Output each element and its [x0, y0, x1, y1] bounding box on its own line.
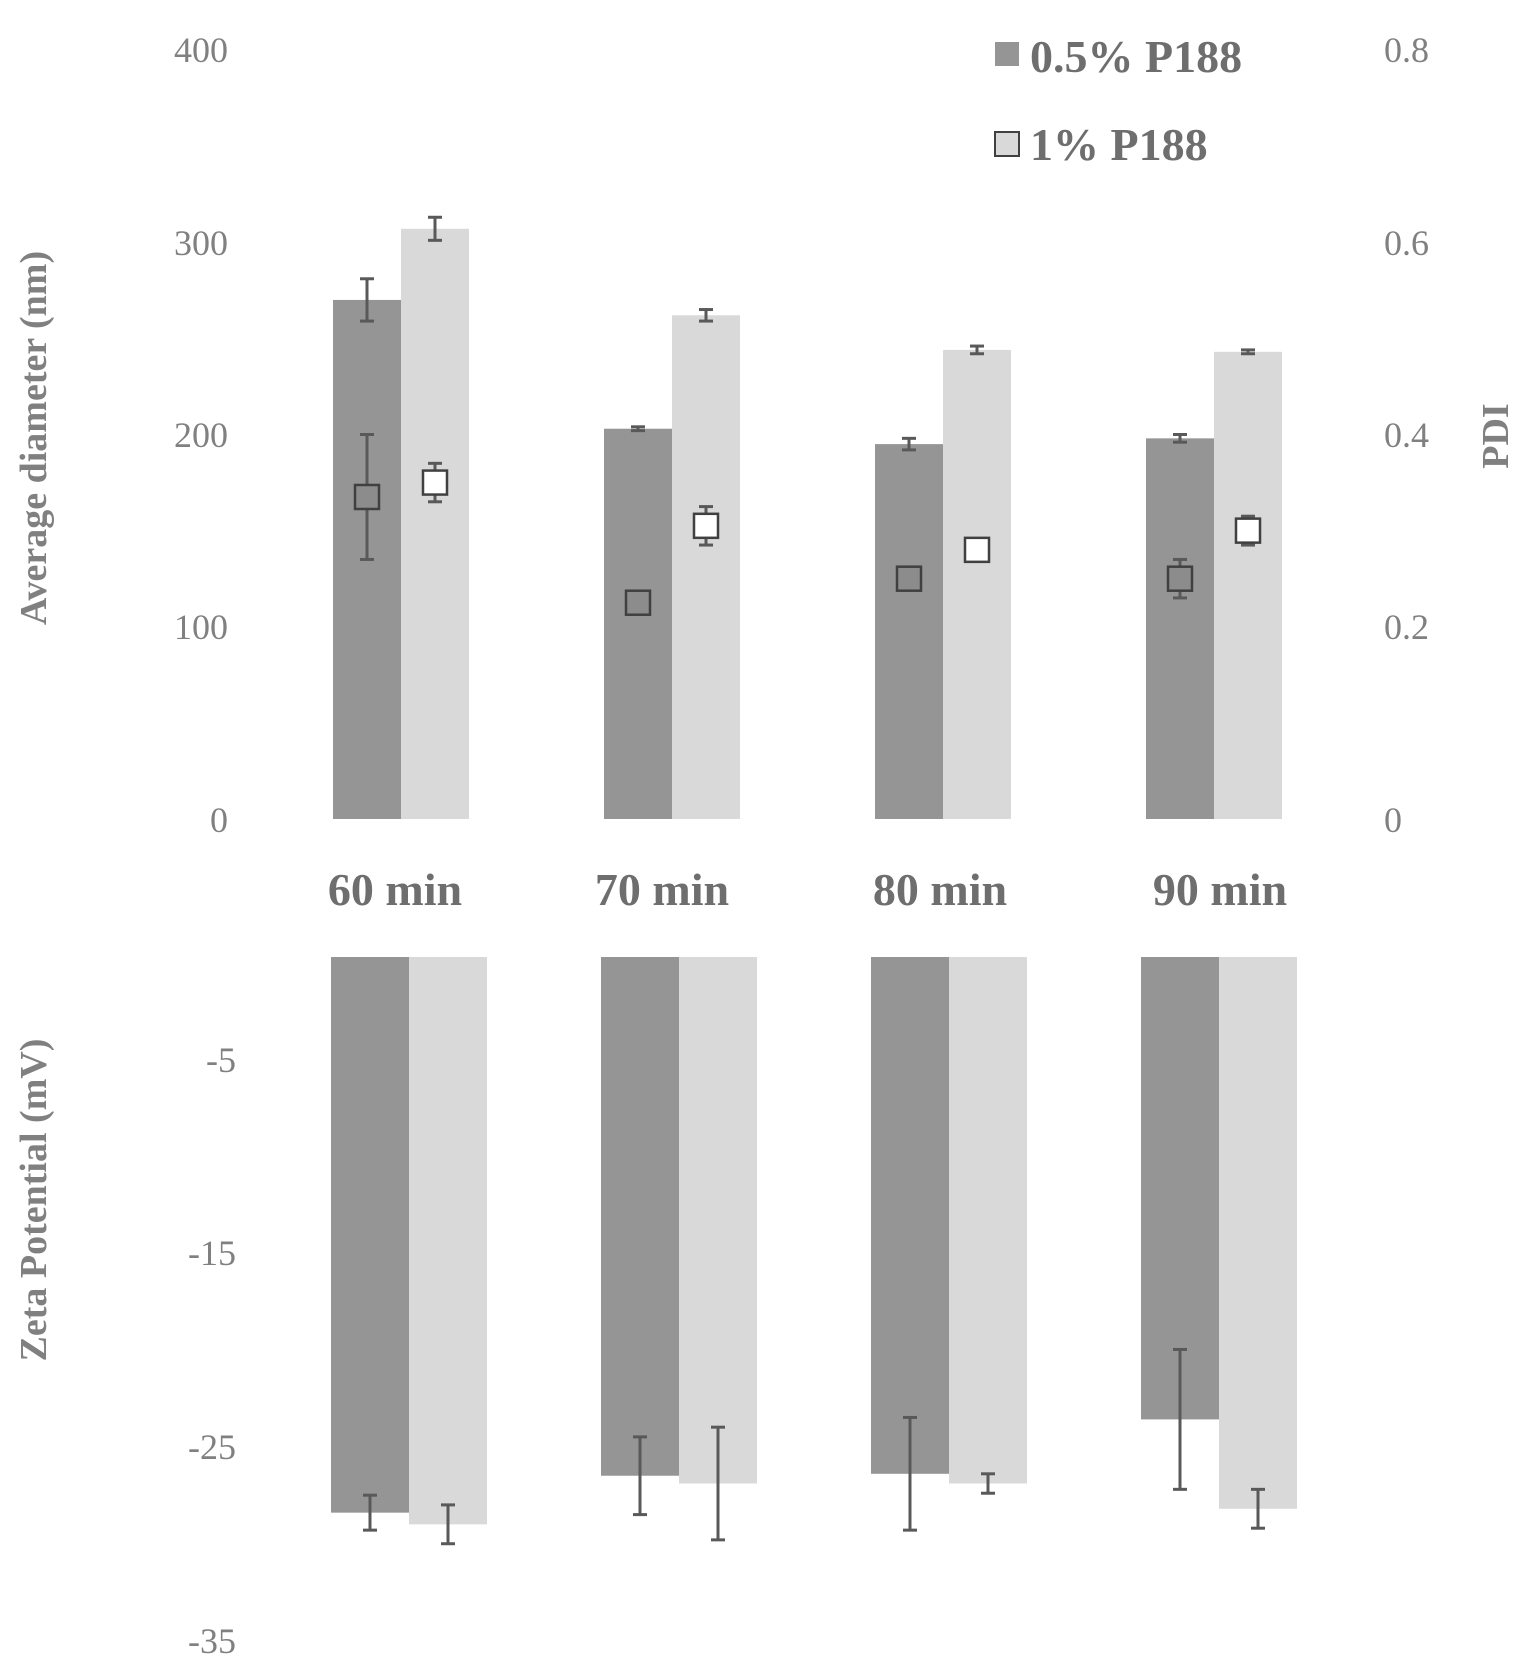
pdi-marker: [421, 469, 449, 496]
legend-label: 1% P188: [1030, 119, 1208, 170]
pdi-marker: [895, 565, 923, 592]
bar-zeta: [601, 957, 679, 1476]
category-label: 80 min: [873, 864, 1007, 915]
top-panel-pdi-markers: [353, 433, 1262, 616]
category-label: 60 min: [328, 864, 462, 915]
bar-diameter: [875, 444, 943, 819]
y2-tick-label: 0.6: [1384, 223, 1429, 263]
bar-diameter: [943, 349, 1011, 819]
zeta-tick-label: -35: [188, 1621, 236, 1661]
legend-swatch-dark: [995, 42, 1019, 66]
bar-diameter: [1146, 438, 1214, 819]
bar-diameter: [1214, 351, 1282, 819]
bar-zeta: [949, 957, 1027, 1484]
y2-axis-title: PDI: [1475, 403, 1517, 468]
y-axis-title: Average diameter (nm): [13, 251, 55, 625]
bottom-panel-bars: [331, 957, 1297, 1546]
category-label: 90 min: [1153, 864, 1287, 915]
pdi-marker: [353, 483, 381, 511]
y-tick-label: 0: [210, 800, 228, 840]
y2-tick-label: 0.8: [1384, 30, 1429, 70]
pdi-marker: [1234, 517, 1262, 544]
bar-zeta: [331, 957, 409, 1513]
legend-label: 0.5% P188: [1030, 31, 1242, 82]
bar-zeta: [1141, 957, 1219, 1420]
bar-zeta: [871, 957, 949, 1474]
pdi-marker: [692, 512, 720, 540]
bar-diameter: [672, 315, 740, 819]
zeta-axis-title: Zeta Potential (mV): [13, 1039, 55, 1362]
pdi-marker: [1166, 565, 1194, 592]
top-panel-bars: [333, 215, 1282, 820]
bar-zeta: [409, 957, 487, 1525]
y2-tick-label: 0.2: [1384, 607, 1429, 647]
bar-diameter: [401, 228, 469, 820]
y-tick-label: 300: [174, 223, 228, 263]
y-tick-label: 200: [174, 415, 228, 455]
pdi-marker: [963, 536, 991, 564]
y2-tick-label: 0: [1384, 800, 1402, 840]
zeta-tick-label: -25: [188, 1427, 236, 1467]
bar-zeta: [679, 957, 757, 1484]
zeta-tick-label: -5: [206, 1040, 236, 1080]
y-tick-label: 400: [174, 30, 228, 70]
pdi-marker: [624, 589, 652, 616]
legend: 0.5% P188 1% P188: [994, 31, 1242, 170]
category-label: 70 min: [595, 864, 729, 915]
y2-tick-label: 0.4: [1384, 415, 1429, 455]
zeta-tick-label: -15: [188, 1233, 236, 1273]
bar-zeta: [1219, 957, 1297, 1509]
legend-swatch-light: [994, 131, 1020, 157]
y-tick-label: 100: [174, 607, 228, 647]
bar-diameter: [604, 428, 672, 819]
